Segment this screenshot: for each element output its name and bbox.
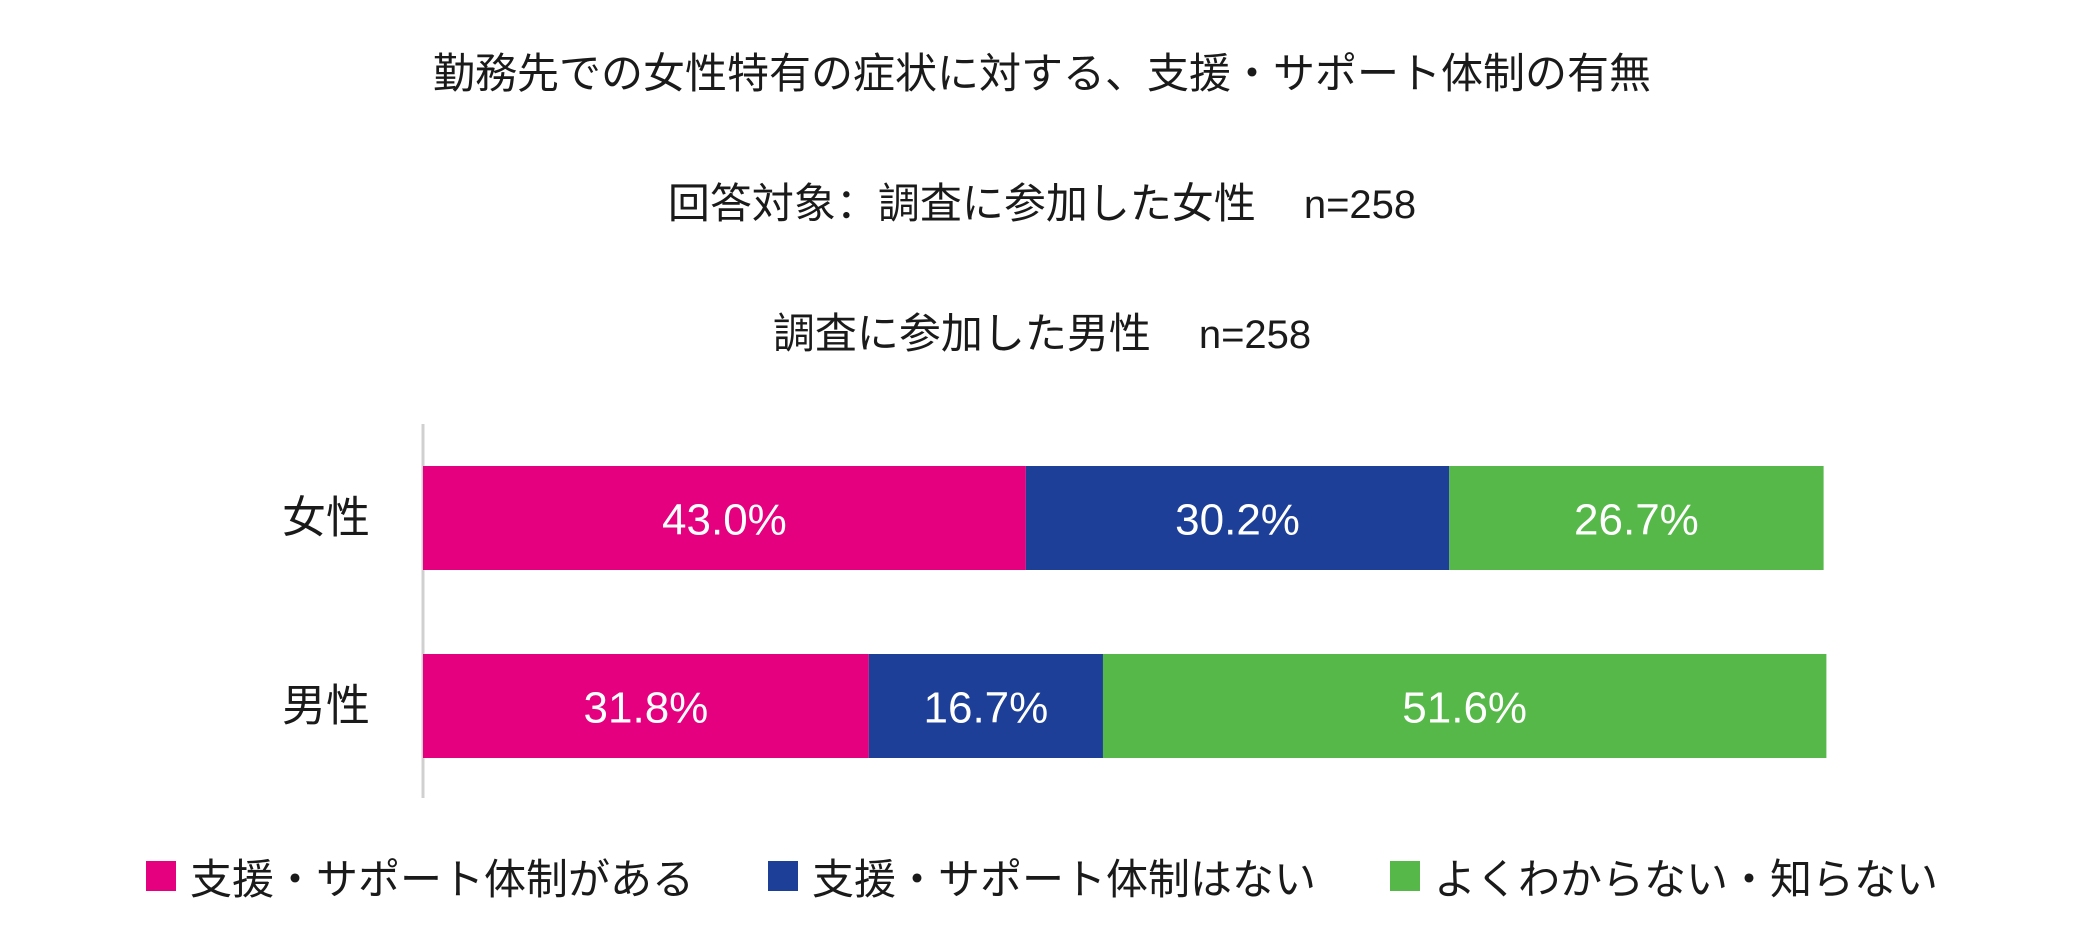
data-label: 30.2% <box>1175 496 1300 545</box>
bar-segment <box>423 654 869 758</box>
subtitle-women-label: 回答対象：調査に参加した女性 <box>667 179 1256 228</box>
chart-legend: 支援・サポート体制がある 支援・サポート体制はない よくわからない・知らない <box>0 848 2084 904</box>
bar-segment <box>1449 466 1824 570</box>
legend-item: よくわからない・知らない <box>1390 846 1938 907</box>
data-label: 26.7% <box>1574 496 1699 545</box>
bar-segment <box>1102 654 1827 758</box>
category-label: 男性 <box>282 681 370 732</box>
bar-segment <box>1025 466 1450 570</box>
subtitle-men-label: 調査に参加した男性 <box>772 309 1151 358</box>
subtitle-men-n: n=258 <box>1198 313 1312 357</box>
legend-item: 支援・サポート体制はない <box>767 846 1316 907</box>
data-label: 31.8% <box>584 684 709 733</box>
legend-swatch <box>767 861 798 891</box>
legend-swatch <box>1390 861 1420 891</box>
bar-segment <box>868 654 1103 758</box>
stacked-bar-chart: 女性 43.0% 30.2% 26.7% 男性 31.8% 16.7% 51.6% <box>282 424 1827 798</box>
subtitle-women-n: n=258 <box>1303 183 1417 227</box>
bar-segment <box>423 466 1026 570</box>
category-label: 女性 <box>282 493 370 544</box>
legend-label: 支援・サポート体制はない <box>811 854 1316 904</box>
legend-label: 支援・サポート体制がある <box>189 854 694 904</box>
chart-title-text: 勤務先での女性特有の症状に対する、支援・サポート体制の有無 <box>432 49 1651 98</box>
chart-subtitle-men: 調査に参加した男性 n=258 <box>0 300 2084 361</box>
legend-item: 支援・サポート体制がある <box>145 846 694 907</box>
data-label: 43.0% <box>662 496 787 545</box>
legend-swatch <box>145 861 176 891</box>
chart-subtitle-women: 回答対象：調査に参加した女性 n=258 <box>0 170 2084 231</box>
legend-label: よくわからない・知らない <box>1434 854 1939 904</box>
data-label: 51.6% <box>1402 684 1527 733</box>
data-label: 16.7% <box>924 684 1049 733</box>
chart-title: 勤務先での女性特有の症状に対する、支援・サポート体制の有無 <box>0 40 2084 101</box>
